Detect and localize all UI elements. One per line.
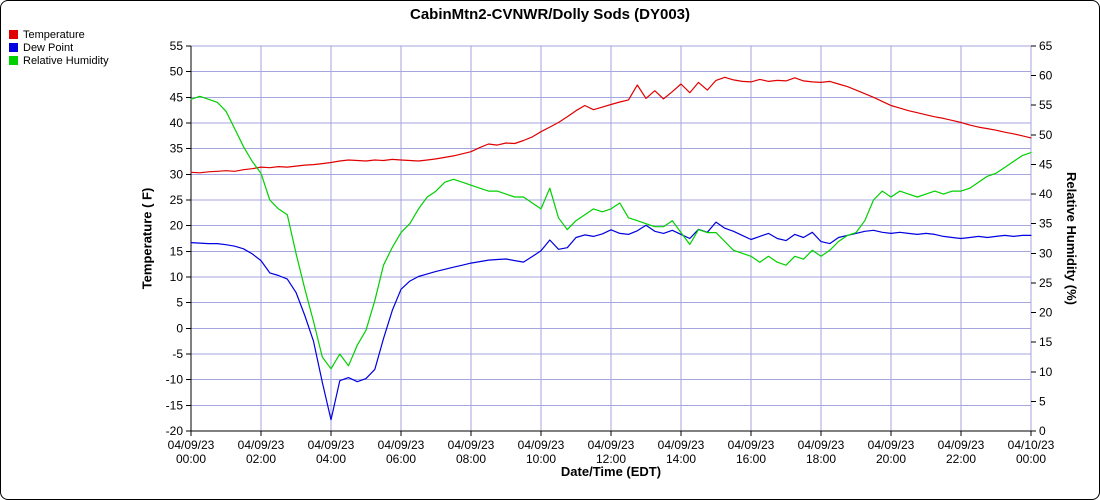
legend-item-temperature: Temperature xyxy=(9,28,109,41)
svg-text:-20: -20 xyxy=(166,424,184,438)
svg-text:04/09/23: 04/09/23 xyxy=(798,438,845,452)
left-axis-title-wrap: Temperature ( F) xyxy=(129,46,165,431)
legend-label-relative-humidity: Relative Humidity xyxy=(23,54,109,67)
svg-text:04/09/23: 04/09/23 xyxy=(518,438,565,452)
svg-text:0: 0 xyxy=(1039,424,1046,438)
legend-swatch-temperature-icon xyxy=(9,30,18,39)
left-axis-title: Temperature ( F) xyxy=(139,187,155,290)
svg-text:40: 40 xyxy=(1039,187,1053,201)
svg-text:04/09/23: 04/09/23 xyxy=(588,438,635,452)
svg-text:-10: -10 xyxy=(166,373,184,387)
right-axis-title: Relative Humidity (%) xyxy=(1063,172,1079,305)
svg-text:04/09/23: 04/09/23 xyxy=(238,438,285,452)
svg-text:30: 30 xyxy=(170,167,184,181)
svg-text:10: 10 xyxy=(170,270,184,284)
svg-text:06:00: 06:00 xyxy=(386,452,416,466)
svg-text:55: 55 xyxy=(170,39,184,53)
svg-text:0: 0 xyxy=(176,321,183,335)
svg-text:04/09/23: 04/09/23 xyxy=(728,438,775,452)
legend-swatch-relative-humidity-icon xyxy=(9,56,18,65)
svg-text:25: 25 xyxy=(170,193,184,207)
svg-text:20: 20 xyxy=(170,219,184,233)
chart-legend: Temperature Dew Point Relative Humidity xyxy=(9,28,109,67)
svg-text:50: 50 xyxy=(1039,128,1053,142)
svg-text:15: 15 xyxy=(170,244,184,258)
legend-item-relative-humidity: Relative Humidity xyxy=(9,54,109,67)
svg-text:45: 45 xyxy=(1039,157,1053,171)
svg-text:40: 40 xyxy=(170,116,184,130)
svg-text:65: 65 xyxy=(1039,39,1053,53)
svg-text:50: 50 xyxy=(170,65,184,79)
svg-text:5: 5 xyxy=(1039,394,1046,408)
svg-text:16:00: 16:00 xyxy=(736,452,766,466)
svg-text:30: 30 xyxy=(1039,246,1053,260)
svg-text:10:00: 10:00 xyxy=(526,452,556,466)
svg-text:-5: -5 xyxy=(172,347,183,361)
svg-text:04/09/23: 04/09/23 xyxy=(868,438,915,452)
svg-text:04:00: 04:00 xyxy=(316,452,346,466)
legend-swatch-dew-point-icon xyxy=(9,43,18,52)
svg-text:04/09/23: 04/09/23 xyxy=(448,438,495,452)
svg-text:15: 15 xyxy=(1039,335,1053,349)
svg-text:00:00: 00:00 xyxy=(1016,452,1046,466)
svg-text:25: 25 xyxy=(1039,276,1053,290)
svg-text:04/09/23: 04/09/23 xyxy=(378,438,425,452)
svg-text:10: 10 xyxy=(1039,365,1053,379)
legend-label-temperature: Temperature xyxy=(23,28,85,41)
svg-text:04/09/23: 04/09/23 xyxy=(938,438,985,452)
svg-text:55: 55 xyxy=(1039,98,1053,112)
svg-text:20: 20 xyxy=(1039,306,1053,320)
svg-text:45: 45 xyxy=(170,90,184,104)
x-axis-title: Date/Time (EDT) xyxy=(560,464,662,479)
svg-text:18:00: 18:00 xyxy=(806,452,836,466)
svg-text:22:00: 22:00 xyxy=(946,452,976,466)
svg-text:5: 5 xyxy=(176,296,183,310)
svg-text:14:00: 14:00 xyxy=(666,452,696,466)
svg-text:08:00: 08:00 xyxy=(456,452,486,466)
svg-text:04/09/23: 04/09/23 xyxy=(168,438,215,452)
svg-text:04/09/23: 04/09/23 xyxy=(308,438,355,452)
svg-text:00:00: 00:00 xyxy=(176,452,206,466)
svg-text:-15: -15 xyxy=(166,398,184,412)
svg-text:04/10/23: 04/10/23 xyxy=(1008,438,1055,452)
svg-text:35: 35 xyxy=(1039,217,1053,231)
svg-text:20:00: 20:00 xyxy=(876,452,906,466)
right-axis-title-wrap: Relative Humidity (%) xyxy=(1053,46,1089,431)
legend-item-dew-point: Dew Point xyxy=(9,41,109,54)
svg-text:35: 35 xyxy=(170,142,184,156)
legend-label-dew-point: Dew Point xyxy=(23,41,74,54)
svg-text:02:00: 02:00 xyxy=(246,452,276,466)
svg-text:12:00: 12:00 xyxy=(596,452,626,466)
chart-title: CabinMtn2-CVNWR/Dolly Sods (DY003) xyxy=(409,6,691,23)
svg-text:60: 60 xyxy=(1039,69,1053,83)
svg-text:04/09/23: 04/09/23 xyxy=(658,438,705,452)
